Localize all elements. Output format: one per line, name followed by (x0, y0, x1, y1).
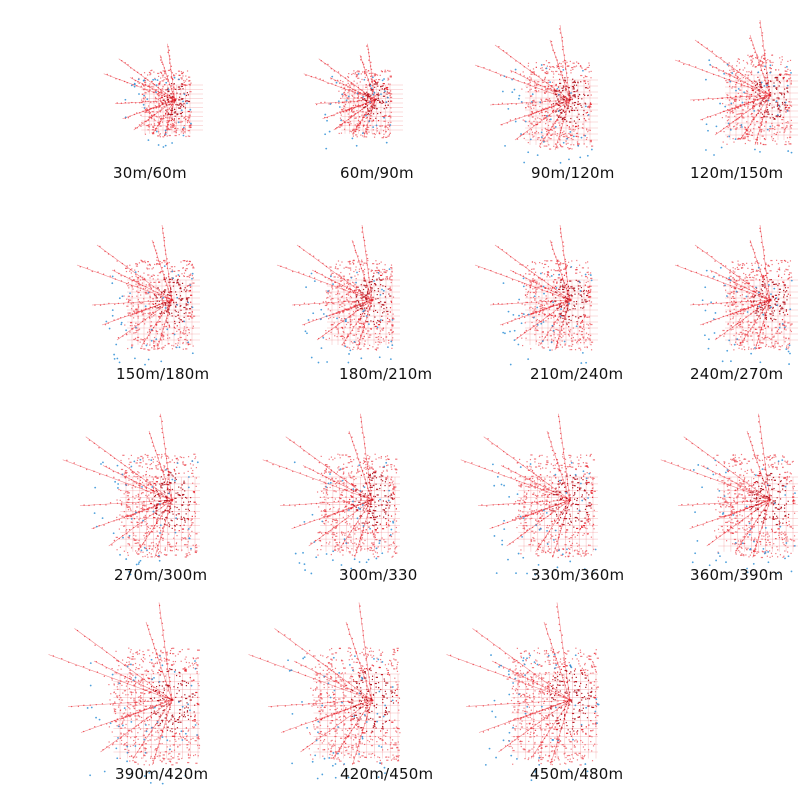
panel-label-5: 150m/180m (116, 365, 210, 383)
map-panel-6 (276, 224, 400, 364)
map-panel-8 (674, 224, 798, 365)
panel-label-1: 30m/60m (113, 164, 187, 182)
map-panel-2 (303, 43, 403, 150)
panel-label-10: 300m/330 (339, 566, 418, 584)
panel-label-13: 390m/420m (115, 765, 209, 783)
panel-label-15: 450m/480m (530, 765, 624, 783)
panel-label-2: 60m/90m (340, 164, 414, 182)
map-panel-10 (262, 413, 400, 575)
panel-label-8: 240m/270m (690, 365, 784, 383)
map-panel-5 (76, 224, 200, 366)
panel-label-11: 330m/360m (531, 566, 625, 584)
map-panel-15 (446, 602, 600, 782)
panel-label-7: 210m/240m (530, 365, 624, 383)
map-panel-3 (474, 24, 598, 164)
panel-label-4: 120m/150m (690, 164, 784, 182)
panel-label-12: 360m/390m (690, 566, 784, 584)
map-panel-9 (62, 413, 200, 576)
panel-label-14: 420m/450m (340, 765, 434, 783)
map-panel-13 (48, 602, 201, 785)
map-panel-11 (460, 413, 598, 576)
map-panel-1 (103, 43, 203, 148)
panel-label-6: 180m/210m (339, 365, 433, 383)
panel-label-9: 270m/300m (114, 566, 208, 584)
map-panel-12 (660, 413, 798, 574)
map-panel-7 (474, 224, 598, 366)
panel-label-3: 90m/120m (531, 164, 615, 182)
map-panel-14 (248, 602, 401, 780)
map-panel-4 (674, 19, 798, 156)
